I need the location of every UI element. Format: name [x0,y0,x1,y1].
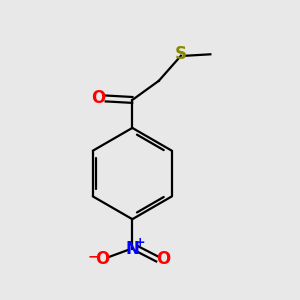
Text: S: S [175,45,187,63]
Text: N: N [125,240,139,258]
Text: −: − [87,250,99,264]
Text: O: O [95,250,109,268]
Text: +: + [134,236,145,249]
Text: O: O [91,89,106,107]
Text: O: O [156,250,170,268]
